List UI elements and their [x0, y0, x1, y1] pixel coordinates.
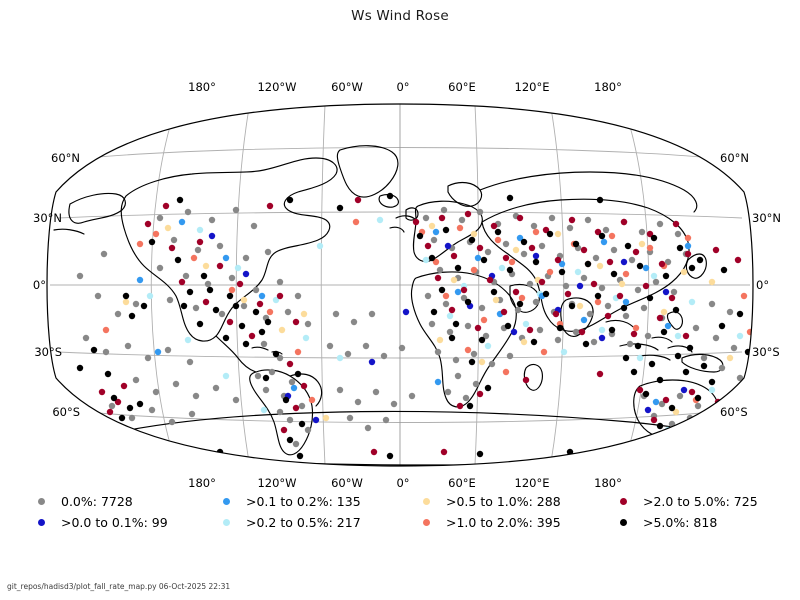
legend-label-7: >5.0%: 818	[643, 515, 718, 530]
provenance-footer: git_repos/hadisd3/plot_fall_rate_map.py …	[7, 582, 231, 591]
lon-label-bottom-0: 180°	[188, 476, 216, 490]
lon-label-top-0: 180°	[188, 80, 216, 94]
scatter-series-2	[136, 218, 700, 436]
legend-label-2: >0.1 to 0.2%: 135	[246, 494, 361, 509]
lon-label-bottom-4: 60°E	[448, 476, 476, 490]
legend-item-5[interactable]: >1.0 to 2.0%: 395	[411, 512, 608, 533]
legend-marker-icon-3	[223, 519, 230, 526]
lon-label-top-6: 180°	[594, 80, 622, 94]
legend-marker-icon-5	[423, 519, 430, 526]
legend: 0.0%: 7728 >0.0 to 0.1%: 99 >0.1 to 0.2%…	[26, 491, 778, 533]
lat-label-right-30s: 30°S	[752, 345, 780, 359]
lon-label-top-3: 0°	[396, 80, 410, 94]
lat-label-left-30n: 30°N	[33, 211, 62, 225]
lon-label-top-1: 120°W	[257, 80, 297, 94]
lat-label-right-30n: 30°N	[752, 211, 781, 225]
legend-label-1: >0.0 to 0.1%: 99	[61, 515, 168, 530]
legend-label-0: 0.0%: 7728	[61, 494, 133, 509]
legend-label-5: >1.0 to 2.0%: 395	[446, 515, 561, 530]
legend-item-6[interactable]: >2.0 to 5.0%: 725	[608, 491, 778, 512]
legend-label-3: >0.2 to 0.5%: 217	[246, 515, 361, 530]
legend-item-1[interactable]: >0.0 to 0.1%: 99	[26, 512, 211, 533]
lon-label-top-5: 120°E	[514, 80, 550, 94]
legend-marker-icon-1	[38, 519, 45, 526]
lon-label-bottom-2: 60°W	[331, 476, 363, 490]
world-map	[46, 103, 754, 467]
legend-label-6: >2.0 to 5.0%: 725	[643, 494, 758, 509]
legend-marker-icon-2	[223, 498, 230, 505]
legend-item-0[interactable]: 0.0%: 7728	[26, 491, 211, 512]
legend-marker-icon-6	[620, 498, 627, 505]
legend-item-4[interactable]: >0.5 to 1.0%: 288	[411, 491, 608, 512]
lon-label-top-2: 60°W	[331, 80, 363, 94]
lon-label-bottom-1: 120°W	[257, 476, 297, 490]
lon-label-bottom-5: 120°E	[514, 476, 550, 490]
lat-label-left-60n: 60°N	[51, 151, 80, 165]
lon-label-bottom-6: 180°	[594, 476, 622, 490]
map-border	[46, 103, 754, 467]
legend-item-2[interactable]: >0.1 to 0.2%: 135	[211, 491, 411, 512]
lon-label-top-4: 60°E	[448, 80, 476, 94]
lat-label-left-30s: 30°S	[34, 345, 62, 359]
legend-marker-icon-4	[423, 498, 430, 505]
legend-item-7[interactable]: >5.0%: 818	[608, 512, 778, 533]
lat-label-right-60n: 60°N	[720, 151, 749, 165]
legend-label-4: >0.5 to 1.0%: 288	[446, 494, 561, 509]
lat-label-right-60s: 60°S	[720, 405, 748, 419]
lon-label-bottom-3: 0°	[396, 476, 410, 490]
lat-label-right-0: 0°	[756, 278, 770, 292]
legend-item-3[interactable]: >0.2 to 0.5%: 217	[211, 512, 411, 533]
lat-label-left-0: 0°	[32, 278, 46, 292]
lat-label-left-60s: 60°S	[52, 405, 80, 419]
legend-marker-icon-7	[620, 519, 627, 526]
map-axes: 180° 120°W 60°W 0° 60°E 120°E 180° 180° …	[33, 80, 781, 490]
legend-marker-icon-0	[38, 498, 45, 505]
page-title: Ws Wind Rose	[351, 8, 449, 24]
